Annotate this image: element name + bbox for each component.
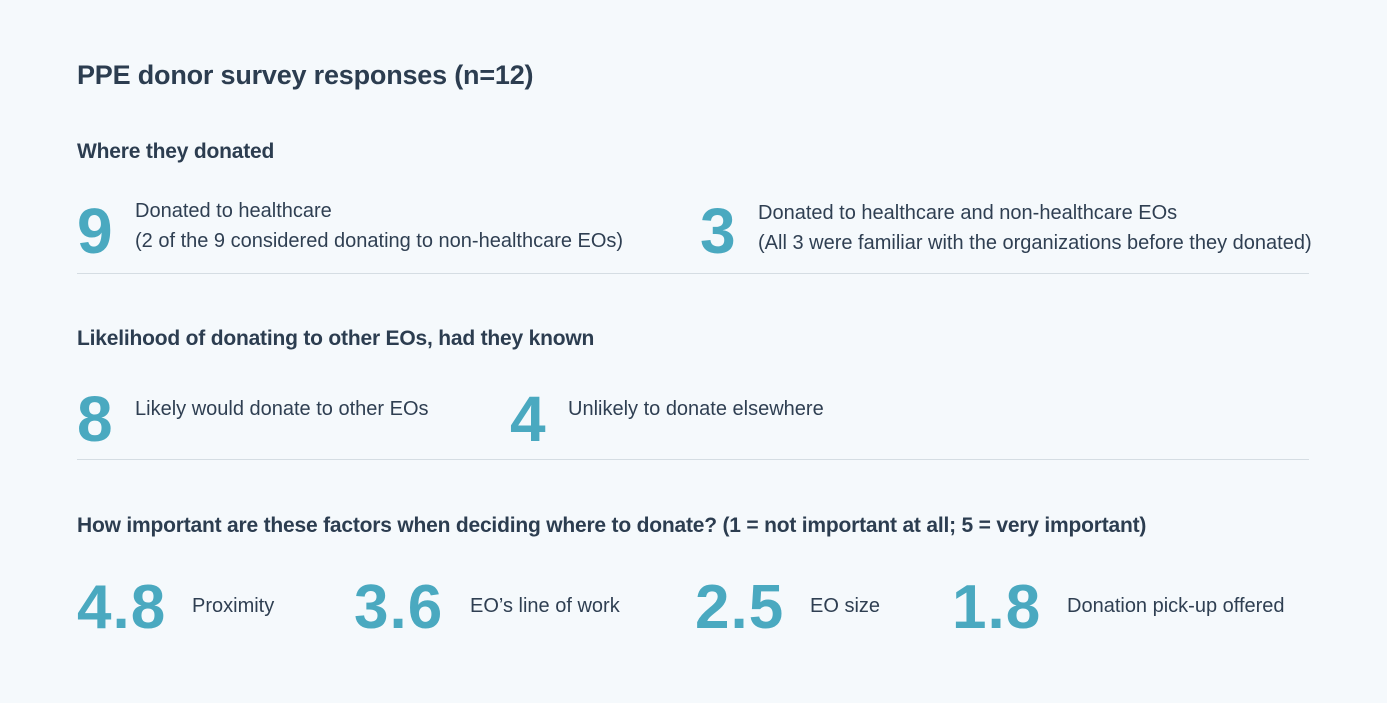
stat-text-line2: (2 of the 9 considered donating to non-h… xyxy=(135,230,624,252)
section-heading-likelihood: Likelihood of donating to other EOs, had… xyxy=(77,327,595,350)
stat-text: EO’s line of work xyxy=(470,595,620,617)
stat-number: 2.5 xyxy=(695,573,785,642)
stat-number: 3.6 xyxy=(354,573,444,642)
stat-text: Likely would donate to other EOs xyxy=(135,398,429,420)
stat-number: 3 xyxy=(700,195,736,267)
stat-text: EO size xyxy=(810,595,881,617)
stat-text-line2: (All 3 were familiar with the organizati… xyxy=(758,232,1312,254)
stat-text-line1: Donated to healthcare and non-healthcare… xyxy=(758,202,1178,224)
stat-number: 1.8 xyxy=(952,573,1042,642)
stat-text: Proximity xyxy=(192,595,275,617)
stat-number: 4 xyxy=(510,383,546,455)
stat-number: 9 xyxy=(77,195,113,267)
stat-number: 4.8 xyxy=(77,573,167,642)
divider xyxy=(77,273,1309,274)
page-title: PPE donor survey responses (n=12) xyxy=(77,60,534,90)
stat-text: Unlikely to donate elsewhere xyxy=(568,398,824,420)
divider xyxy=(77,459,1309,460)
section-heading-where-donated: Where they donated xyxy=(77,140,275,163)
stat-text: Donation pick-up offered xyxy=(1067,595,1285,617)
stat-text-line1: Donated to healthcare xyxy=(135,200,332,222)
stat-number: 8 xyxy=(77,383,113,455)
section-heading-importance: How important are these factors when dec… xyxy=(77,514,1147,537)
